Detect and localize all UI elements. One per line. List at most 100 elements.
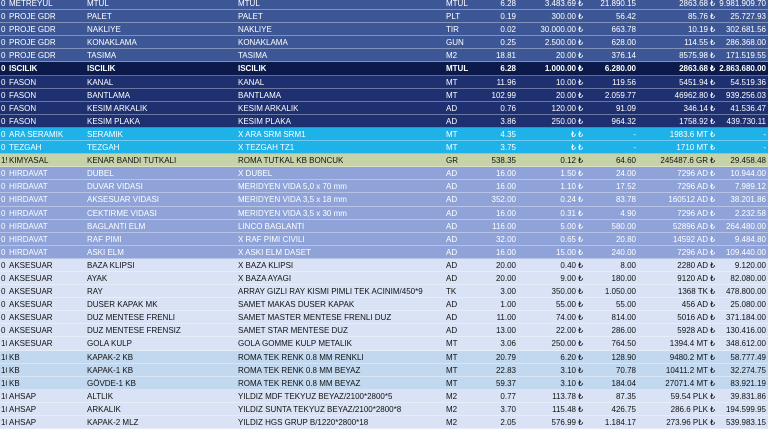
cell-qty-prefix[interactable]: 0 bbox=[1, 313, 6, 323]
cell-currency[interactable]: ₺ bbox=[578, 339, 584, 349]
cell-item-name[interactable]: BAGLANTI ELM bbox=[87, 221, 146, 231]
cell-category[interactable]: AHSAP bbox=[9, 391, 37, 401]
cell-material[interactable]: MTUL bbox=[238, 0, 260, 8]
cell-line-cost[interactable]: 628.00 bbox=[611, 38, 636, 48]
cell-currency[interactable]: ₺ bbox=[578, 378, 584, 388]
cell-quantity[interactable]: 18.81 bbox=[495, 51, 516, 61]
cell-currency[interactable]: ₺ bbox=[578, 418, 584, 427]
cell-qty-prefix[interactable]: 10 bbox=[1, 365, 7, 375]
cell-line-cost[interactable]: - bbox=[633, 143, 636, 153]
cell-total-cost[interactable]: 478.800.00 bbox=[725, 287, 766, 297]
cell-qty-prefix[interactable]: 0 bbox=[1, 116, 6, 126]
cell-unit[interactable]: MT bbox=[446, 129, 458, 139]
cell-category[interactable]: AKSESUAR bbox=[9, 300, 53, 310]
cell-quantity[interactable]: 3.75 bbox=[500, 143, 516, 153]
cell-currency[interactable]: ₺ bbox=[578, 116, 584, 126]
cell-material[interactable]: YILDIZ SUNTA TEKYUZ BEYAZ/2100*2800*8 bbox=[238, 404, 402, 414]
cell-total-qty[interactable]: 1710 MT bbox=[676, 143, 708, 153]
cell-currency[interactable]: ₺ bbox=[578, 404, 584, 414]
cell-quantity[interactable]: 59.37 bbox=[495, 378, 516, 388]
cell-item-name[interactable]: DUZ MENTESE FRENLI bbox=[87, 313, 176, 323]
cell-total-qty[interactable]: 1394.4 MT bbox=[669, 339, 708, 349]
cell-item-name[interactable]: GÖVDE-1 KB bbox=[87, 378, 136, 388]
cell-currency[interactable]: ₺ bbox=[710, 287, 716, 297]
cell-total-cost[interactable]: 7.989.12 bbox=[734, 182, 766, 192]
cell-currency[interactable]: ₺ bbox=[578, 51, 584, 61]
cell-line-cost[interactable]: 180.00 bbox=[611, 273, 636, 283]
cell-unit[interactable]: MT bbox=[446, 90, 458, 100]
cell-total-cost[interactable]: - bbox=[763, 129, 766, 139]
cell-qty-prefix[interactable]: 0 bbox=[1, 208, 6, 218]
cell-quantity[interactable]: 16.00 bbox=[495, 182, 516, 192]
cell-unit[interactable]: AD bbox=[446, 195, 458, 205]
cell-currency[interactable]: ₺ bbox=[710, 313, 716, 323]
cell-unit-price[interactable]: 1.000.00 bbox=[544, 64, 576, 74]
cell-currency[interactable]: ₺ bbox=[710, 38, 716, 48]
cell-qty-prefix[interactable]: 10 bbox=[1, 404, 7, 414]
cell-unit-price[interactable]: 55.00 bbox=[555, 300, 576, 310]
cell-item-name[interactable]: KESIM ARKALIK bbox=[87, 103, 148, 113]
cell-category[interactable]: AHSAP bbox=[9, 418, 37, 427]
cell-material[interactable]: SAMET STAR MENTESE DUZ bbox=[238, 326, 348, 336]
cell-unit-price[interactable]: ₺ bbox=[570, 143, 576, 153]
cell-quantity[interactable]: 11.96 bbox=[496, 77, 516, 87]
cell-currency[interactable]: ₺ bbox=[578, 300, 584, 310]
cell-line-cost[interactable]: - bbox=[633, 129, 636, 139]
cell-total-qty[interactable]: 27071.4 MT bbox=[665, 378, 708, 388]
cell-qty-prefix[interactable]: 0 bbox=[1, 51, 6, 61]
cell-category[interactable]: KB bbox=[9, 378, 20, 388]
cell-unit-price[interactable]: 74.00 bbox=[555, 313, 576, 323]
cell-material[interactable]: MERIDYEN VIDA 3,5 x 30 mm bbox=[238, 208, 347, 218]
cell-total-cost[interactable]: 25.080.00 bbox=[730, 300, 766, 310]
cell-total-qty[interactable]: 2863.68 bbox=[679, 64, 708, 74]
table-row[interactable]: 0 AKSESUAR DUZ MENTESE FRENSIZ SAMET STAR M… bbox=[0, 324, 768, 338]
cell-qty-prefix[interactable]: 0 bbox=[1, 247, 6, 257]
cell-currency[interactable]: ₺ bbox=[578, 156, 584, 166]
table-row[interactable]: 10KB KAPAK-1 KB ROMA TEK RENK 0.8 MM BEYAZ… bbox=[0, 363, 768, 377]
cell-line-cost[interactable]: 17.52 bbox=[615, 182, 636, 192]
cell-qty-prefix[interactable]: 10 bbox=[1, 391, 7, 401]
cell-qty-prefix[interactable]: 0 bbox=[1, 300, 6, 310]
cell-unit[interactable]: AD bbox=[446, 273, 458, 283]
cell-unit-price[interactable]: 250.00 bbox=[551, 339, 576, 349]
cell-currency[interactable]: ₺ bbox=[578, 260, 584, 270]
cell-material[interactable]: BANTLAMA bbox=[238, 90, 282, 100]
cell-unit[interactable]: MT bbox=[446, 143, 458, 153]
cell-unit[interactable]: GUN bbox=[446, 38, 464, 48]
cell-material[interactable]: GOLA GOMME KULP METALIK bbox=[238, 339, 352, 349]
cell-category[interactable]: AHSAP bbox=[9, 404, 37, 414]
table-row[interactable]: 0 HIRDAVAT CEKTIRME VIDASI MERIDYEN VIDA 3,… bbox=[0, 206, 768, 220]
cell-material[interactable]: KESIM ARKALIK bbox=[238, 103, 299, 113]
cell-category[interactable]: PROJE GDR bbox=[9, 25, 56, 35]
cell-material[interactable]: X RAF PIMI CIVILI bbox=[238, 234, 305, 244]
cell-qty-prefix[interactable]: 0 bbox=[1, 0, 6, 8]
cell-category[interactable]: AKSESUAR bbox=[9, 339, 53, 349]
cell-unit-price[interactable]: 0.40 bbox=[560, 260, 576, 270]
cell-line-cost[interactable]: 21.890.15 bbox=[600, 0, 636, 8]
cell-item-name[interactable]: DUVAR VIDASI bbox=[87, 182, 143, 192]
cell-quantity[interactable]: 102.99 bbox=[491, 90, 516, 100]
cell-quantity[interactable]: 13.00 bbox=[495, 326, 516, 336]
cell-qty-prefix[interactable]: 15 bbox=[1, 156, 7, 166]
cell-unit[interactable]: MT bbox=[446, 378, 458, 388]
cell-total-cost[interactable]: 539.983.15 bbox=[725, 418, 766, 427]
table-row[interactable]: 0 HIRDAVAT DUVAR VIDASI MERIDYEN VIDA 5,0 x… bbox=[0, 180, 768, 194]
cell-quantity[interactable]: 20.00 bbox=[495, 260, 516, 270]
table-row[interactable]: 10AHSAP ARKALIK YILDIZ SUNTA TEKYUZ BEYAZ/… bbox=[0, 402, 768, 416]
cell-total-cost[interactable]: 348.612.00 bbox=[725, 339, 766, 349]
table-row[interactable]: 0 AKSESUAR DUSER KAPAK MK SAMET MAKAS DUSER… bbox=[0, 298, 768, 312]
cell-quantity[interactable]: 3.00 bbox=[500, 287, 516, 297]
cell-total-qty[interactable]: 7296 AD bbox=[677, 247, 708, 257]
cell-material[interactable]: LINCO BAGLANTI bbox=[238, 221, 305, 231]
cell-line-cost[interactable]: 426.75 bbox=[611, 404, 636, 414]
cell-quantity[interactable]: 352.00 bbox=[491, 195, 516, 205]
table-row[interactable]: 0 PROJE GDR TASIMA TASIMA M2 18.81 20.00 ₺ 376.1… bbox=[0, 49, 768, 63]
cell-quantity[interactable]: 11.00 bbox=[496, 313, 516, 323]
cell-material[interactable]: X TEZGAH TZ1 bbox=[238, 143, 295, 153]
cell-category[interactable]: FASON bbox=[9, 103, 37, 113]
cell-currency[interactable]: ₺ bbox=[578, 64, 584, 74]
table-row[interactable]: 0 FASON KESIM ARKALIK KESIM ARKALIK AD 0.76 12… bbox=[0, 101, 768, 115]
cell-unit[interactable]: GR bbox=[446, 156, 458, 166]
table-row[interactable]: 0 PROJE GDR KONAKLAMA KONAKLAMA GUN 0.25 2.500… bbox=[0, 36, 768, 50]
cell-quantity[interactable]: 0.19 bbox=[500, 12, 516, 22]
